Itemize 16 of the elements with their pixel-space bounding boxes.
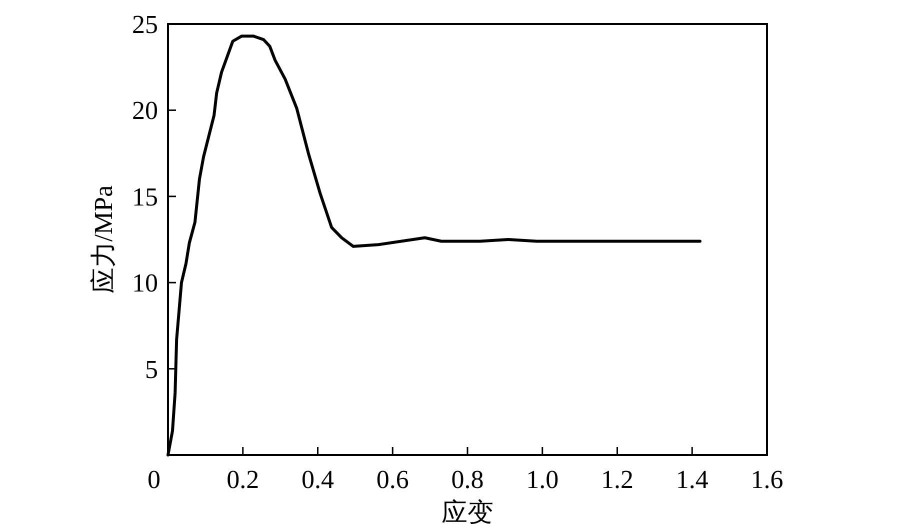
x-tick-label: 0.4 (302, 465, 334, 494)
x-tick-label: 0.2 (226, 465, 260, 494)
x-tick-label: 1.6 (750, 465, 784, 494)
y-axis-title: 应力/MPa (89, 184, 118, 294)
y-tick-label: 15 (132, 182, 158, 212)
x-tick-label: 0 (148, 465, 160, 494)
y-tick-label: 25 (132, 10, 158, 39)
x-axis-title: 应变 (442, 498, 494, 527)
x-tick-label: 1.4 (676, 465, 708, 494)
y-tick-label: 10 (132, 268, 158, 298)
x-tick-label: 0.8 (451, 465, 484, 494)
x-tick-label: 0.6 (376, 465, 409, 494)
y-tick-label: 20 (132, 96, 158, 126)
y-tick-label: 5 (145, 354, 158, 384)
x-tick-label: 1.0 (526, 465, 559, 494)
x-tick-label: 1.2 (601, 465, 634, 494)
